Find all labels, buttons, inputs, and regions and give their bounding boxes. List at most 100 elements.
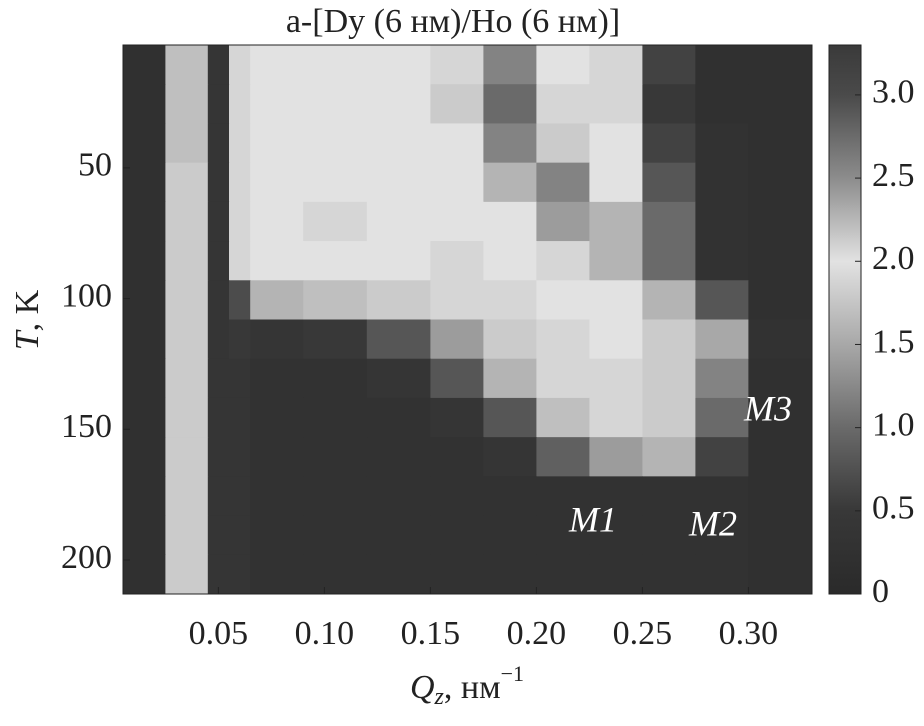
heatmap-cell [695, 201, 749, 242]
heatmap-cell [303, 123, 368, 164]
heatmap-cell [748, 515, 813, 556]
x-label-symbol: Q [410, 669, 435, 706]
heatmap-cell [366, 162, 431, 203]
heatmap-cell [229, 554, 251, 595]
heatmap-cell [303, 280, 368, 320]
heatmap-cell [303, 241, 368, 281]
heatmap-cell [483, 515, 537, 556]
heatmap-cell [642, 84, 696, 124]
heatmap-cell [748, 319, 813, 360]
heatmap-cell [483, 45, 537, 85]
heatmap-cell [250, 241, 304, 281]
y-axis-label: T, K [9, 289, 46, 350]
heatmap-cell [123, 45, 166, 85]
x-tick-label: 0.20 [507, 615, 567, 652]
colorbar-tick-label: 2.5 [872, 157, 915, 194]
heatmap-cell [229, 280, 251, 320]
heatmap-cell [165, 123, 209, 164]
heatmap-cell [123, 123, 166, 164]
heatmap-cell [250, 554, 304, 595]
heatmap-cell [229, 437, 251, 477]
heatmap-cell [695, 358, 749, 399]
y-tick-label: 50 [78, 147, 112, 184]
x-tick-label: 0.25 [613, 615, 673, 652]
heatmap-cell [642, 45, 696, 85]
heatmap-cell [250, 319, 304, 360]
x-tick-label: 0.30 [719, 615, 779, 652]
heatmap-cell [536, 84, 590, 124]
y-label-symbol: T [9, 329, 46, 350]
heatmap-cell [165, 515, 209, 556]
heatmap-cell [748, 554, 813, 595]
heatmap-cell [207, 437, 230, 477]
heatmap-cell [165, 241, 209, 281]
heatmap-cell [303, 201, 368, 242]
heatmap-cell [589, 476, 643, 517]
x-label-subscript: z [434, 684, 445, 710]
plot-frame [122, 44, 813, 595]
heatmap-cell [430, 45, 484, 85]
heatmap-cell [748, 84, 813, 124]
heatmap-cell [207, 162, 230, 203]
heatmap-cell [165, 201, 209, 242]
heatmap-cell [695, 476, 749, 517]
heatmap-cell [207, 280, 230, 320]
heatmap-cell [207, 554, 230, 595]
heatmap-cell [165, 437, 209, 477]
heatmap-cell [123, 319, 166, 360]
heatmap-cell [165, 280, 209, 320]
heatmap-cell [589, 201, 643, 242]
heatmap-cell [589, 437, 643, 477]
heatmap-cell [123, 476, 166, 517]
heatmap-cell [748, 437, 813, 477]
heatmap-cell [207, 45, 230, 85]
heatmap-cell [695, 554, 749, 595]
chart-title: a-[Dy (6 нм)/Ho (6 нм)] [286, 3, 620, 40]
heatmap-cell [250, 397, 304, 438]
heatmap-cell [165, 162, 209, 203]
heatmap-cell [366, 476, 431, 517]
heatmap-cell [366, 84, 431, 124]
annotation: M3 [743, 388, 792, 428]
heatmap-cell [207, 241, 230, 281]
heatmap-cell [536, 162, 590, 203]
heatmap-cell [748, 476, 813, 517]
heatmap-cell [642, 241, 696, 281]
heatmap-cell [250, 45, 304, 85]
heatmap-cell [748, 45, 813, 85]
heatmap-cell [536, 201, 590, 242]
heatmap-cell [642, 437, 696, 477]
heatmap-cell [229, 515, 251, 556]
heatmap-cell [250, 123, 304, 164]
y-tick-label: 100 [61, 277, 112, 314]
heatmap-cell [229, 45, 251, 85]
heatmap-cell [483, 123, 537, 164]
heatmap-cell [303, 554, 368, 595]
heatmap-cell [748, 201, 813, 242]
heatmap-cell [589, 162, 643, 203]
x-label-superscript: −1 [501, 661, 524, 686]
heatmap-cell [430, 162, 484, 203]
heatmap-cell [642, 554, 696, 595]
heatmap-cell [229, 476, 251, 517]
heatmap-cell [430, 437, 484, 477]
heatmap-cell [303, 84, 368, 124]
heatmap-cell [303, 319, 368, 360]
heatmap-cell [123, 358, 166, 399]
heatmap-cell [430, 241, 484, 281]
heatmap-cell [250, 476, 304, 517]
heatmap-cell [229, 201, 251, 242]
heatmap-cell [250, 515, 304, 556]
heatmap-cell [165, 476, 209, 517]
heatmap-cell [366, 45, 431, 85]
heatmap-cell [430, 554, 484, 595]
heatmap-cell [642, 162, 696, 203]
heatmap-cell [483, 280, 537, 320]
heatmap-cell [642, 280, 696, 320]
heatmap-cell [642, 123, 696, 164]
heatmap-cell [695, 437, 749, 477]
heatmap-cell [589, 84, 643, 124]
annotation: M1 [568, 499, 617, 539]
heatmap-cell [748, 123, 813, 164]
